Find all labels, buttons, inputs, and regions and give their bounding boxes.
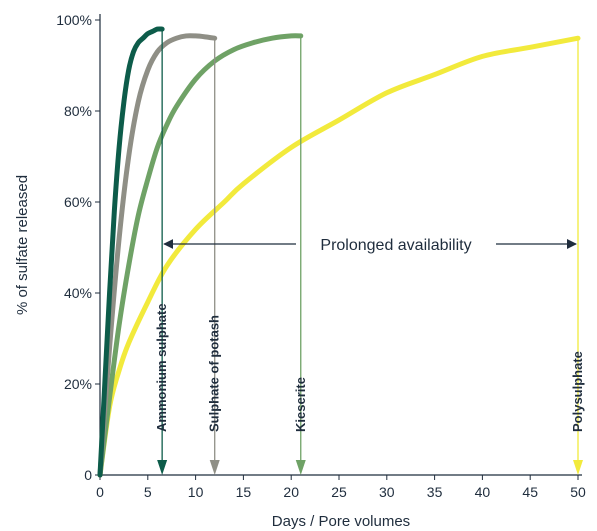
x-tick-label: 25 — [331, 484, 347, 500]
series-line-ammonium-sulphate — [97, 26, 165, 478]
y-tick-label: 0 — [84, 467, 92, 483]
arrowhead-kieserite — [295, 460, 306, 475]
y-tick-label: 60% — [64, 194, 92, 210]
y-tick-label: 20% — [64, 376, 92, 392]
x-tick-label: 50 — [570, 484, 586, 500]
arrowhead-ammonium-sulphate — [157, 460, 168, 475]
arrowhead-sulphate-of-potash — [209, 460, 220, 475]
x-tick-label: 0 — [96, 484, 104, 500]
prolonged-availability-annotation: Prolonged availability — [163, 237, 577, 254]
series-line-polysulphate — [97, 35, 581, 478]
x-tick-label: 20 — [283, 484, 299, 500]
x-tick-label: 10 — [188, 484, 204, 500]
y-tick-label: 40% — [64, 285, 92, 301]
release-markers: Ammonium sulphate Sulphate of potash Kiese… — [154, 29, 585, 475]
annotation-label: Prolonged availability — [320, 237, 471, 254]
x-tick-label: 45 — [522, 484, 538, 500]
x-tick-label: 40 — [475, 484, 491, 500]
x-tick-label: 15 — [236, 484, 252, 500]
x-ticks: 0 5 10 15 20 25 30 35 40 45 50 — [96, 475, 586, 500]
y-tick-label: 80% — [64, 103, 92, 119]
series-layer — [97, 26, 581, 478]
series-label-sulphate-of-potash: Sulphate of potash — [207, 315, 222, 432]
x-tick-label: 30 — [379, 484, 395, 500]
series-label-kieserite: Kieserite — [293, 377, 308, 432]
series-label-polysulphate: Polysulphate — [570, 351, 585, 432]
y-axis-title: % of sulfate released — [14, 175, 31, 315]
x-axis-title: Days / Pore volumes — [272, 513, 410, 530]
y-tick-label: 100% — [56, 12, 92, 28]
series-line-kieserite — [97, 33, 304, 478]
series-label-ammonium-sulphate: Ammonium sulphate — [154, 303, 169, 432]
series-line-sulphate-of-potash — [97, 33, 218, 478]
arrowhead-polysulphate — [573, 460, 583, 475]
axes: 0 20% 40% 60% 80% 100% 0 5 10 15 20 25 30 35 40 45 50 — [56, 12, 586, 500]
x-tick-label: 5 — [144, 484, 152, 500]
x-tick-label: 35 — [427, 484, 443, 500]
y-ticks: 0 20% 40% 60% 80% 100% — [56, 12, 100, 483]
